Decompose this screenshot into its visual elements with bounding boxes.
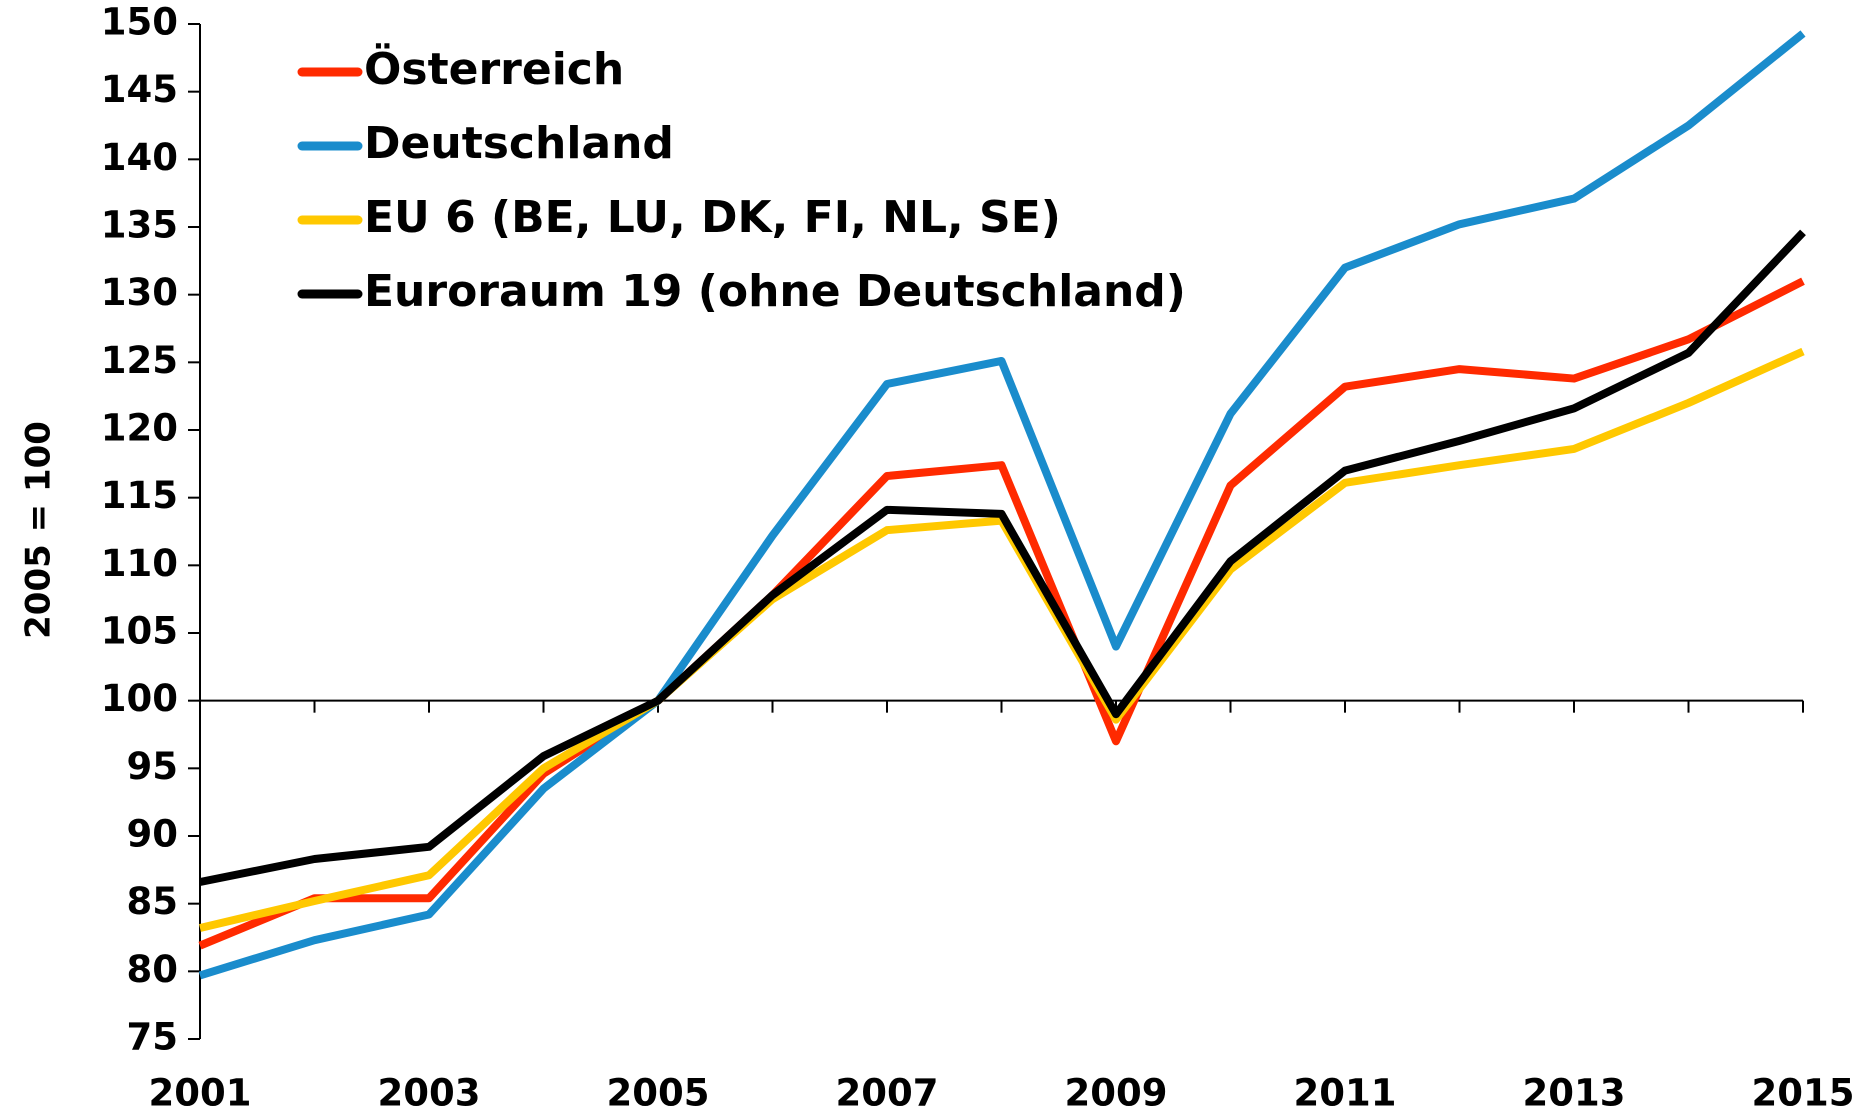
y-tick-label: 95 [127, 745, 179, 788]
y-tick-label: 145 [101, 68, 178, 111]
y-tick-label: 135 [101, 204, 178, 247]
y-tick-label: 105 [101, 610, 178, 653]
y-tick-label: 120 [101, 407, 178, 450]
x-tick-label: 2009 [1065, 1072, 1168, 1108]
y-tick-label: 100 [101, 677, 178, 720]
series-line [199, 229, 1806, 886]
x-tick-label: 2005 [607, 1072, 710, 1108]
x-tick-label: 2011 [1294, 1072, 1397, 1108]
y-tick-label: 110 [101, 542, 178, 585]
legend-label: Deutschland [364, 118, 674, 169]
x-tick-label: 2013 [1523, 1072, 1626, 1108]
legend-label: Euroraum 19 (ohne Deutschland) [364, 266, 1186, 317]
x-tick-label: 2001 [149, 1072, 252, 1108]
y-axis-title: 2005 = 100 [19, 421, 59, 639]
y-tick-label: 115 [101, 474, 178, 517]
y-tick-label: 75 [127, 1016, 179, 1059]
x-tick-label: 2015 [1752, 1072, 1855, 1108]
y-tick-label: 80 [127, 948, 179, 991]
x-tick-label: 2007 [836, 1072, 939, 1108]
y-tick-label: 90 [127, 813, 179, 856]
y-tick-label: 150 [101, 1, 178, 44]
legend-label: Österreich [364, 42, 624, 95]
series-line [198, 277, 1805, 950]
y-tick-label: 85 [127, 880, 179, 923]
x-tick-label: 2003 [378, 1072, 481, 1108]
y-tick-label: 125 [101, 339, 178, 382]
series-line [198, 30, 1806, 980]
y-tick-label: 140 [101, 136, 178, 179]
legend-label: EU 6 (BE, LU, DK, FI, NL, SE) [364, 192, 1061, 243]
y-tick-label: 130 [101, 271, 178, 314]
